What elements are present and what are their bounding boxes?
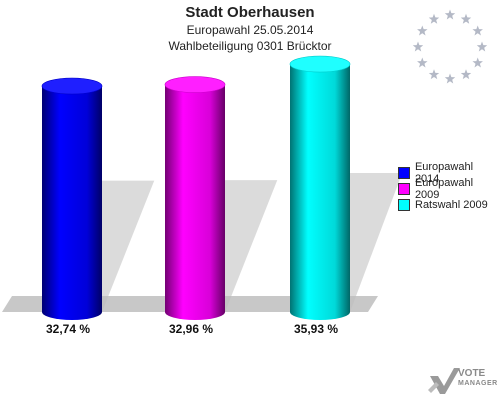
bar xyxy=(165,84,225,321)
eu-stars-icon xyxy=(412,9,488,84)
star xyxy=(460,13,472,24)
bar-top xyxy=(289,55,351,73)
legend-item: Ratswahl 2009 xyxy=(398,197,500,213)
chart-header: Stadt Oberhausen Europawahl 25.05.2014 W… xyxy=(0,4,500,54)
value-label: 35,93 % xyxy=(294,322,338,336)
star xyxy=(428,69,440,80)
star xyxy=(444,9,456,20)
star xyxy=(417,25,428,36)
legend-label: Europawahl 2009 xyxy=(414,177,474,201)
value-labels: 32,74 % 32,96 % 35,93 % xyxy=(46,322,338,336)
legend-swatch xyxy=(398,167,410,179)
value-label: 32,74 % xyxy=(46,322,90,336)
star xyxy=(417,57,428,68)
chart-subtitle-election: Europawahl 25.05.2014 xyxy=(186,23,314,37)
star xyxy=(460,69,472,80)
bar xyxy=(42,86,102,321)
check-mark-icon xyxy=(428,368,460,394)
star xyxy=(428,13,440,24)
chart-title: Stadt Oberhausen xyxy=(185,4,315,21)
value-label: 32,96 % xyxy=(169,322,213,336)
chart-subtitle-turnout: Wahlbeteiligung 0301 Brücktor xyxy=(168,39,332,53)
bar xyxy=(290,64,350,320)
legend: Europawahl 2014 Europawahl 2009 Ratswahl… xyxy=(398,161,500,213)
star xyxy=(412,41,424,52)
bar-top xyxy=(41,77,103,95)
star xyxy=(472,57,483,68)
star xyxy=(476,41,488,52)
star xyxy=(444,73,456,84)
vote-manager-logo xyxy=(428,368,460,394)
logo-word-vote: VOTE xyxy=(458,368,486,379)
legend-item: Europawahl 2009 xyxy=(398,177,500,201)
legend-swatch xyxy=(398,183,410,195)
bars xyxy=(41,55,351,321)
legend-label: Ratswahl 2009 xyxy=(415,199,488,211)
logo-word-manager: MANAGER xyxy=(458,380,498,387)
legend-item: Europawahl 2014 xyxy=(398,161,500,185)
bar-top xyxy=(164,76,226,93)
legend-swatch xyxy=(398,199,410,211)
star xyxy=(472,25,483,36)
legend-label: Europawahl 2014 xyxy=(414,161,474,185)
logo-text: VOTE MANAGER xyxy=(458,369,498,389)
